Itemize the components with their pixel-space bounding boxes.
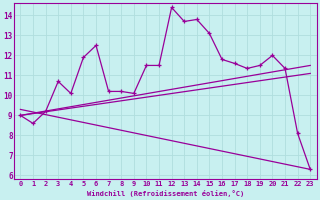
X-axis label: Windchill (Refroidissement éolien,°C): Windchill (Refroidissement éolien,°C)	[87, 190, 244, 197]
